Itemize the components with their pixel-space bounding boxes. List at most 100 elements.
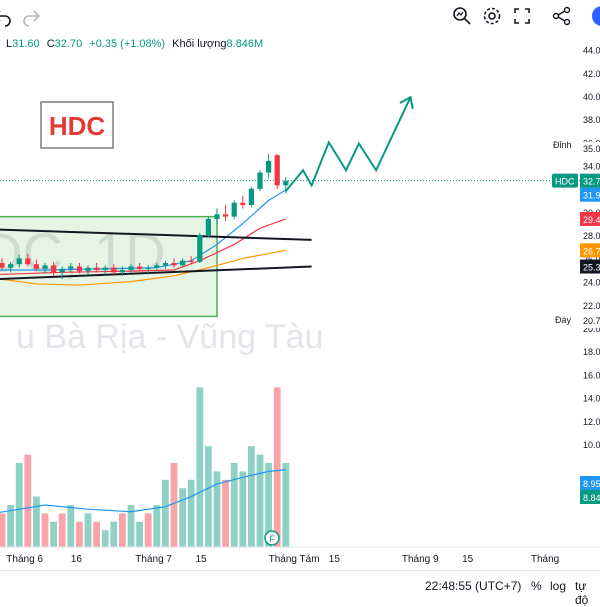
percent-toggle[interactable]: % <box>531 579 542 593</box>
candle-body <box>154 265 160 268</box>
price-scale-label: 38.00 <box>583 115 600 125</box>
candle-body <box>248 188 254 206</box>
time-axis-label: Tháng 9 <box>402 554 439 565</box>
price-chart[interactable]: DC, 1D u Bà Rịa - Vũng Tàu HDC F 10.0012… <box>0 0 600 570</box>
volume-bar <box>50 521 57 547</box>
price-tag-value: 32.7 <box>583 177 600 187</box>
candle <box>240 195 246 209</box>
settings-icon[interactable] <box>480 4 504 28</box>
volume-tag-value: 8.95 <box>583 479 600 489</box>
candle <box>188 256 194 265</box>
price-tag-value: 29.4 <box>583 215 600 225</box>
bottom-bar: 22:48:55 (UTC+7) % log tự độ <box>0 570 600 607</box>
volume-bar <box>205 446 212 547</box>
candle-body <box>25 258 31 265</box>
moving-average-line <box>0 218 287 276</box>
volume-bar <box>127 505 135 547</box>
candle-body <box>197 235 203 262</box>
candle <box>85 265 91 275</box>
time-axis-label: Tháng 6 <box>6 554 43 565</box>
trendline[interactable] <box>0 265 312 281</box>
peak-value: 35.0 <box>583 144 600 154</box>
price-tag <box>580 243 600 258</box>
earnings-event-marker[interactable]: F <box>264 530 280 546</box>
candle-body <box>231 202 237 217</box>
volume-bar <box>179 488 186 547</box>
price-scale-label: 24.00 <box>583 278 600 288</box>
price-scale-label: 12.00 <box>583 417 600 427</box>
share-icon[interactable] <box>550 4 574 28</box>
volume-tag <box>580 490 600 504</box>
fullscreen-icon[interactable] <box>510 4 534 28</box>
candle <box>33 259 39 272</box>
price-scale-label: 10.00 <box>583 440 600 450</box>
time-axis-label: Tháng Tám <box>269 554 320 565</box>
log-toggle[interactable]: log <box>550 579 567 593</box>
change-value: +0.35 (+1.08%) <box>89 38 166 50</box>
symbol-tag <box>552 173 578 188</box>
candle-body <box>76 266 82 272</box>
time-axis-label: 16 <box>71 554 83 565</box>
candle <box>145 265 151 275</box>
projection-path[interactable] <box>285 96 412 192</box>
price-scale-label: 26.00 <box>583 254 600 264</box>
candle-body <box>257 172 263 189</box>
volume-bar <box>24 454 32 547</box>
candle-body <box>85 267 91 272</box>
candle <box>68 263 74 273</box>
undo-icon[interactable] <box>0 4 14 28</box>
candle <box>25 253 31 267</box>
price-scale-label: 28.00 <box>583 231 600 241</box>
search-chart-icon[interactable] <box>450 4 474 28</box>
volume-bar <box>93 521 100 547</box>
candle <box>248 186 254 208</box>
candle <box>162 260 168 269</box>
candle <box>59 266 65 280</box>
candle <box>137 263 143 272</box>
price-tag-value: 26.7 <box>583 246 600 256</box>
candle <box>16 254 22 268</box>
volume-bar <box>170 463 178 547</box>
price-scale-label: 40.00 <box>583 92 600 102</box>
price-scale-label: 14.00 <box>583 394 600 404</box>
candle-body <box>162 263 168 266</box>
candle-body <box>119 270 125 273</box>
candle <box>76 263 82 274</box>
candle-body <box>145 267 151 269</box>
volume-bar <box>239 471 247 547</box>
candle-body <box>274 155 280 186</box>
candle-body <box>266 160 272 173</box>
price-scale-label: 22.00 <box>583 301 600 311</box>
candle-body <box>68 266 74 269</box>
symbol-tag-text: HDC <box>555 177 575 187</box>
event-marker-label: F <box>269 534 275 544</box>
volume-bar <box>84 513 92 547</box>
candle <box>42 263 48 274</box>
volume-bar <box>265 463 272 547</box>
candle <box>94 263 100 273</box>
candle-body <box>42 265 48 269</box>
candle-body <box>171 263 177 266</box>
candle <box>197 232 203 264</box>
trough-tag-bg <box>580 313 600 328</box>
close-label: C <box>46 38 55 50</box>
peak-tag-bg <box>580 142 600 156</box>
volume-bar <box>119 513 126 547</box>
candle-body <box>223 214 229 217</box>
candle <box>223 205 229 222</box>
volume-bar <box>273 387 281 547</box>
volume-bar <box>153 505 161 547</box>
candle <box>51 261 57 276</box>
ohlc-legend: L31.60 C32.70 +0.35 (+1.08%) Khối lượng8… <box>0 38 263 50</box>
avatar[interactable] <box>590 4 600 28</box>
trough-caption: Đáy <box>555 315 572 325</box>
candle-body <box>33 264 39 269</box>
candle <box>0 258 5 270</box>
price-scale-label: 18.00 <box>583 347 600 357</box>
volume-tag <box>580 476 600 490</box>
auto-toggle[interactable]: tự độ <box>575 579 589 607</box>
volume-bar <box>58 513 66 547</box>
candle <box>180 258 186 268</box>
trendline[interactable] <box>0 228 312 241</box>
redo-icon[interactable] <box>20 4 44 28</box>
